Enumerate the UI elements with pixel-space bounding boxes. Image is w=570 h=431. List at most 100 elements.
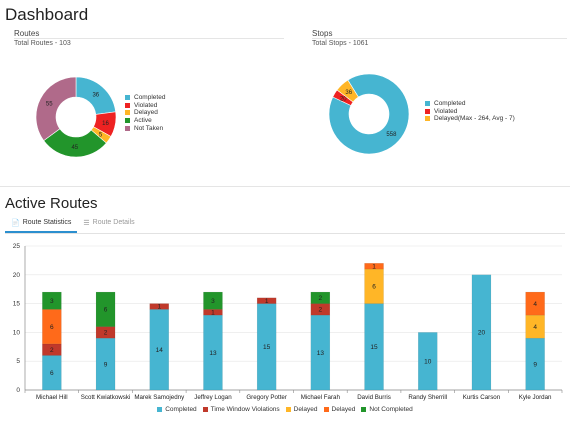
legend-swatch [323,407,329,412]
tab-label: Route Details [92,219,135,226]
bar-segment[interactable] [149,303,169,310]
bar-segment[interactable] [310,314,331,391]
bar-value-label: 2 [50,347,54,354]
legend-swatch [361,407,367,412]
legend-swatch [425,101,430,107]
x-tick-label: David Burris [357,394,391,401]
bar-segment[interactable] [95,291,116,327]
routes-legend-item[interactable]: Delayed [125,109,165,117]
stops-legend-item[interactable]: Violated [425,108,515,116]
bar-segment[interactable] [525,291,545,316]
x-tick-label: Randy Sherrill [408,394,447,401]
bar-value-label: 10 [424,358,432,365]
bar-value-label: 2 [104,330,108,337]
routes-slice-label: 45 [71,145,78,151]
legend-swatch [125,125,130,131]
bar-value-label: 6 [104,307,108,314]
route-statistics-chart: 0 5 10 15 20 25 6 2 6 3 Michael Hill 9 2 6 Scott Kwiat… [13,243,563,401]
tab-route-statistics[interactable]: 📄 Route Statistics [5,216,78,233]
routes-legend-item[interactable]: Active [125,117,165,125]
legend-swatch [202,407,208,412]
routes-legend-item[interactable]: Violated [125,102,165,110]
bar-value-label: 9 [533,361,537,368]
stops-slice-delayed[interactable] [336,79,359,103]
routes-divider [14,38,284,39]
bar-segment[interactable] [256,297,277,304]
bar-segment[interactable] [95,337,116,391]
legend-swatch [425,116,430,122]
routes-slice-label: 16 [102,121,109,127]
bar-segment[interactable] [418,332,438,391]
tab-route-details[interactable]: ☰ Route Details [77,216,140,233]
chart-legend-item[interactable]: Completed [157,406,197,413]
legend-label: Active [134,117,152,125]
bar-segment[interactable] [203,291,223,310]
legend-label: Violated [134,101,158,109]
routes-slice-label: 5 [99,132,103,138]
stops-divider [312,38,567,39]
section-divider [0,186,570,187]
legend-swatch [425,108,430,114]
bar-value-label: 15 [263,344,271,351]
legend-label: Completed [434,100,466,108]
bar-segment[interactable] [42,355,62,391]
bar-value-label: 6 [50,370,54,377]
legend-label: Violated [434,107,458,115]
bar-segment[interactable] [310,291,331,304]
y-tick-label: 0 [16,387,20,394]
bar-value-label: 3 [211,298,215,305]
page-title: Dashboard [5,5,89,24]
stops-slice-completed[interactable] [328,73,410,155]
chart-legend-item[interactable]: Time Window Violations [202,406,280,413]
bar-value-label: 2 [319,307,323,314]
legend-label: Delayed [331,406,356,413]
stops-slice-label: 558 [386,132,397,138]
legend-label: Delayed [293,406,318,413]
routes-slice-label: 36 [92,93,99,99]
stops-legend-item[interactable]: Completed [425,100,515,108]
legend-swatch [125,110,130,116]
routes-legend-item[interactable]: Completed [125,94,165,102]
bar-value-label: 4 [533,301,537,308]
stops-total: Total Stops - 1061 [312,40,369,47]
bar-value-label: 14 [156,347,164,354]
route-statistics-legend: Completed Time Window Violations Delayed De… [0,406,570,413]
routes-legend-item[interactable]: Not Taken [125,124,165,132]
bar-value-label: 2 [319,295,323,302]
bar-segment[interactable] [471,274,492,391]
stops-heading: Stops [312,29,333,38]
bar-value-label: 13 [209,350,217,357]
bar-value-label: 6 [372,284,376,291]
legend-swatch [125,118,130,124]
y-tick-label: 25 [13,243,21,250]
stops-slice-label: 20 [340,97,347,103]
bar-segment[interactable] [364,263,384,270]
chart-legend-item[interactable]: Not Completed [361,406,413,413]
routes-slice-not-taken[interactable] [35,76,77,141]
stops-slice-label: 36 [345,90,352,96]
y-tick-label: 5 [16,358,20,365]
legend-label: Delayed [134,109,158,117]
list-icon: ☰ [83,220,90,227]
bar-value-label: 13 [317,350,325,357]
chart-legend-item[interactable]: Delayed [285,406,318,413]
x-tick-label: Kyle Jordan [519,394,552,401]
legend-label: Not Completed [369,406,413,413]
y-tick-label: 20 [13,272,21,279]
x-tick-label: Gregory Potter [246,394,287,401]
bar-value-label: 1 [211,309,215,316]
routes-total: Total Routes - 103 [14,40,71,47]
bar-value-label: 4 [533,324,537,331]
legend-swatch [125,95,130,101]
bar-value-label: 9 [104,361,108,368]
stops-legend-item[interactable]: Delayed(Max - 264, Avg - 7) [425,115,515,123]
bar-segment[interactable] [42,291,62,310]
active-routes-title: Active Routes [5,195,98,212]
legend-swatch [157,407,163,412]
bar-value-label: 3 [50,298,54,305]
chart-legend-item[interactable]: Delayed [323,406,356,413]
legend-label: Not Taken [134,124,164,132]
bar-value-label: 20 [478,330,486,337]
document-icon: 📄 [11,220,20,227]
